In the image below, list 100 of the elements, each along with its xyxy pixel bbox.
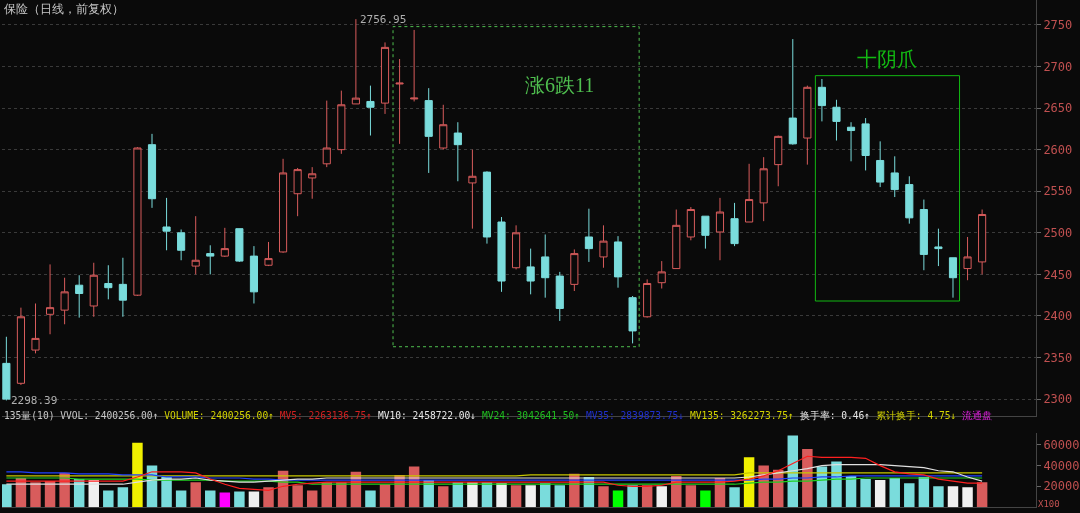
candlestick	[745, 163, 754, 223]
bar	[947, 486, 959, 507]
y-tick-label: 2700	[1043, 59, 1073, 74]
candlestick	[395, 58, 404, 145]
candlestick	[686, 206, 695, 241]
bar	[30, 482, 41, 507]
candlestick	[730, 202, 739, 247]
candlestick	[876, 140, 885, 188]
candlestick	[439, 104, 448, 151]
candlestick	[715, 197, 725, 261]
candlestick	[206, 244, 215, 275]
candlestick	[948, 257, 958, 299]
bar	[190, 482, 201, 507]
line-series	[5, 463, 983, 485]
bar	[496, 483, 507, 507]
bar	[365, 490, 376, 507]
candlestick	[861, 117, 870, 171]
candlestick	[162, 197, 171, 251]
annotation: 流通盘	[962, 410, 993, 421]
annotation: MV10: 2458722.00↓	[377, 410, 477, 421]
y-tick-label: 2550	[1043, 184, 1073, 199]
candlestick	[628, 295, 637, 344]
y-tick-label: 2300	[1043, 392, 1073, 407]
y-tick-label: 2750	[1043, 18, 1073, 33]
bar	[336, 482, 347, 507]
candlestick	[599, 224, 608, 269]
candlestick	[934, 228, 943, 267]
bar	[612, 490, 624, 507]
bar	[933, 486, 944, 507]
bar	[598, 486, 609, 507]
bar	[263, 487, 274, 507]
annotation: MV24: 3042641.50↑	[481, 410, 581, 421]
candlestick	[672, 209, 681, 270]
bar	[904, 483, 915, 507]
y-tick-label: 60000	[1043, 438, 1080, 453]
candlestick	[366, 85, 375, 137]
bar	[2, 484, 12, 507]
annotation: MV5: 2263136.75↑	[279, 410, 373, 421]
bar	[248, 491, 260, 507]
candlestick	[701, 215, 710, 250]
candlestick	[468, 149, 477, 230]
candlestick	[293, 167, 302, 217]
candlestick	[89, 262, 98, 318]
candlestick	[963, 236, 972, 281]
candlestick	[60, 277, 69, 325]
bar	[467, 482, 478, 507]
candlestick	[191, 215, 200, 275]
candlestick	[541, 233, 550, 299]
bar	[874, 480, 886, 507]
candlestick	[846, 121, 856, 162]
y-tick-label: 40000	[1043, 458, 1080, 473]
y-tick-label: 2350	[1043, 350, 1073, 365]
y-tick-label: 2500	[1043, 226, 1073, 241]
annotation: 2756.95	[360, 13, 407, 26]
bar	[525, 485, 536, 507]
line-series	[5, 471, 983, 481]
candlestick	[613, 235, 623, 289]
bar	[292, 485, 303, 507]
bar	[627, 485, 638, 507]
y-tick-label: 2600	[1043, 142, 1073, 157]
candlestick	[410, 29, 419, 102]
annotation: MV135: 3262273.75↑	[689, 410, 794, 421]
candlestick	[308, 166, 317, 200]
bar	[656, 486, 667, 507]
line-series	[5, 477, 983, 485]
candlestick	[643, 278, 652, 319]
candlestick	[220, 227, 229, 258]
bar	[175, 490, 187, 507]
candlestick	[482, 170, 492, 245]
candlestick	[919, 199, 928, 271]
candlestick	[45, 263, 55, 335]
candlestick	[264, 241, 273, 267]
bar	[103, 490, 114, 507]
y-tick-label: 2450	[1043, 267, 1073, 282]
annotation: 涨6跌11	[525, 74, 595, 96]
candlestick	[249, 245, 259, 304]
candlestick	[526, 248, 535, 295]
candlestick	[424, 87, 433, 174]
y-tick-label: 2400	[1043, 309, 1073, 324]
candlestick	[16, 307, 25, 386]
y-tick-label: 2650	[1043, 101, 1073, 116]
bar	[539, 483, 551, 507]
bar	[860, 479, 871, 507]
candlestick	[803, 85, 812, 166]
annotation: MV35: 2839873.75↓	[585, 410, 685, 421]
candlestick	[177, 228, 186, 261]
candlestick	[570, 248, 579, 292]
bar	[379, 484, 391, 507]
bar	[117, 487, 129, 507]
candlestick	[75, 274, 84, 319]
y-tick-label: 20000	[1043, 479, 1080, 494]
candlestick	[380, 41, 390, 115]
candlestick	[774, 135, 783, 187]
candlestick	[788, 38, 797, 146]
annotation: 换手率: 0.46↑	[799, 410, 871, 421]
bar	[685, 485, 697, 507]
bar	[234, 491, 245, 507]
candlestick	[337, 90, 346, 155]
annotation: VOLUME: 2400256.00↑	[164, 410, 274, 421]
bar	[132, 442, 143, 507]
